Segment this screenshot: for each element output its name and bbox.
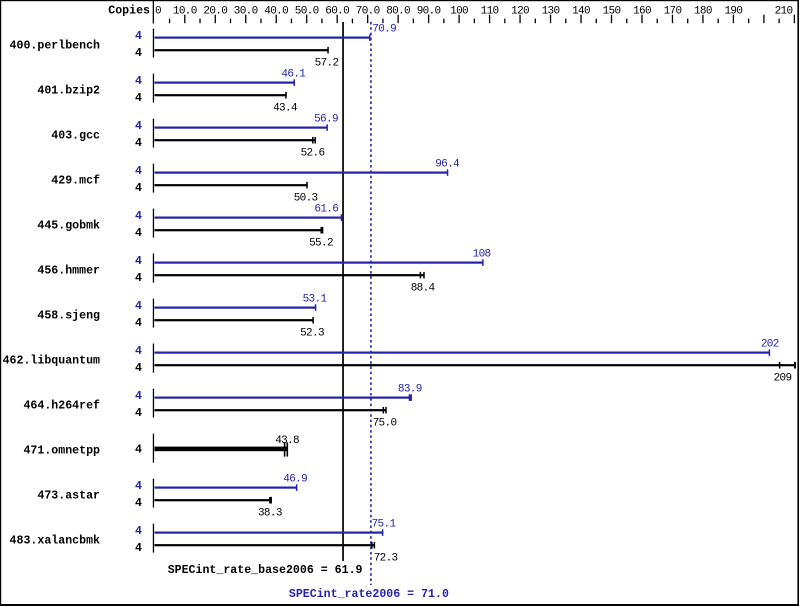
svg-text:400.perlbench: 400.perlbench	[10, 39, 100, 52]
svg-text:464.h264ref: 464.h264ref	[23, 399, 100, 412]
svg-text:SPECint_rate_base2006 = 61.9: SPECint_rate_base2006 = 61.9	[168, 564, 363, 577]
svg-text:30.0: 30.0	[234, 6, 258, 18]
svg-text:57.2: 57.2	[315, 58, 339, 70]
svg-text:445.gobmk: 445.gobmk	[37, 219, 100, 232]
svg-text:0: 0	[155, 6, 161, 18]
svg-text:170: 170	[664, 6, 682, 18]
svg-text:80.0: 80.0	[386, 6, 410, 18]
svg-text:210: 210	[775, 6, 793, 18]
svg-text:4: 4	[135, 47, 142, 60]
svg-text:483.xalancbmk: 483.xalancbmk	[10, 534, 100, 547]
svg-text:160: 160	[633, 6, 651, 18]
svg-text:43.4: 43.4	[273, 103, 298, 115]
svg-text:4: 4	[135, 75, 142, 88]
svg-text:46.1: 46.1	[281, 68, 306, 80]
svg-text:50.3: 50.3	[294, 193, 318, 205]
svg-text:52.3: 52.3	[300, 328, 324, 340]
svg-text:38.3: 38.3	[258, 508, 282, 520]
svg-text:4: 4	[135, 345, 142, 358]
svg-text:40.0: 40.0	[264, 6, 288, 18]
svg-text:60.0: 60.0	[325, 6, 349, 18]
svg-text:75.1: 75.1	[372, 518, 397, 530]
svg-text:4: 4	[135, 165, 142, 178]
svg-text:110: 110	[481, 6, 499, 18]
svg-text:Copies: Copies	[108, 5, 150, 18]
svg-text:SPECint_rate2006 = 71.0: SPECint_rate2006 = 71.0	[289, 588, 449, 601]
svg-text:4: 4	[135, 210, 142, 223]
svg-text:471.omnetpp: 471.omnetpp	[23, 444, 100, 457]
svg-text:4: 4	[135, 317, 142, 330]
svg-text:88.4: 88.4	[411, 283, 436, 295]
svg-text:61.6: 61.6	[314, 203, 338, 215]
svg-text:43.8: 43.8	[275, 435, 299, 447]
svg-text:4: 4	[135, 30, 142, 43]
svg-text:456.hmmer: 456.hmmer	[37, 264, 100, 277]
svg-text:180: 180	[694, 6, 712, 18]
svg-text:462.libquantum: 462.libquantum	[3, 354, 100, 367]
svg-text:4: 4	[135, 137, 142, 150]
svg-text:100: 100	[450, 6, 468, 18]
svg-text:55.2: 55.2	[309, 238, 333, 250]
svg-text:4: 4	[135, 120, 142, 133]
svg-text:401.bzip2: 401.bzip2	[37, 84, 100, 97]
svg-text:4: 4	[135, 362, 142, 375]
svg-text:4: 4	[135, 407, 142, 420]
svg-text:70.9: 70.9	[372, 23, 396, 35]
svg-text:108: 108	[473, 248, 491, 260]
svg-text:52.6: 52.6	[301, 148, 325, 160]
svg-text:10.0: 10.0	[173, 6, 197, 18]
svg-text:4: 4	[135, 182, 142, 195]
svg-text:4: 4	[135, 92, 142, 105]
svg-text:4: 4	[135, 255, 142, 268]
svg-text:202: 202	[761, 338, 779, 350]
svg-text:4: 4	[135, 444, 142, 457]
svg-text:4: 4	[135, 542, 142, 555]
svg-text:72.3: 72.3	[374, 553, 398, 565]
svg-text:403.gcc: 403.gcc	[51, 129, 100, 142]
svg-text:4: 4	[135, 497, 142, 510]
svg-text:190: 190	[724, 6, 742, 18]
svg-text:53.1: 53.1	[303, 293, 328, 305]
svg-text:20.0: 20.0	[203, 6, 227, 18]
svg-text:4: 4	[135, 300, 142, 313]
svg-text:120: 120	[511, 6, 529, 18]
svg-text:56.9: 56.9	[314, 113, 338, 125]
svg-text:209: 209	[774, 373, 792, 385]
svg-text:140: 140	[572, 6, 590, 18]
svg-text:90.0: 90.0	[417, 6, 441, 18]
svg-text:4: 4	[135, 227, 142, 240]
svg-text:4: 4	[135, 480, 142, 493]
svg-text:473.astar: 473.astar	[37, 489, 100, 502]
svg-text:150: 150	[603, 6, 621, 18]
svg-text:70.0: 70.0	[356, 6, 380, 18]
svg-text:83.9: 83.9	[398, 383, 422, 395]
svg-text:75.0: 75.0	[373, 418, 397, 430]
svg-text:4: 4	[135, 272, 142, 285]
svg-text:458.sjeng: 458.sjeng	[37, 309, 100, 322]
svg-text:4: 4	[135, 390, 142, 403]
svg-text:130: 130	[542, 6, 560, 18]
svg-text:429.mcf: 429.mcf	[51, 174, 100, 187]
svg-text:96.4: 96.4	[435, 158, 460, 170]
svg-text:4: 4	[135, 525, 142, 538]
svg-text:46.9: 46.9	[283, 473, 307, 485]
svg-text:50.0: 50.0	[295, 6, 319, 18]
